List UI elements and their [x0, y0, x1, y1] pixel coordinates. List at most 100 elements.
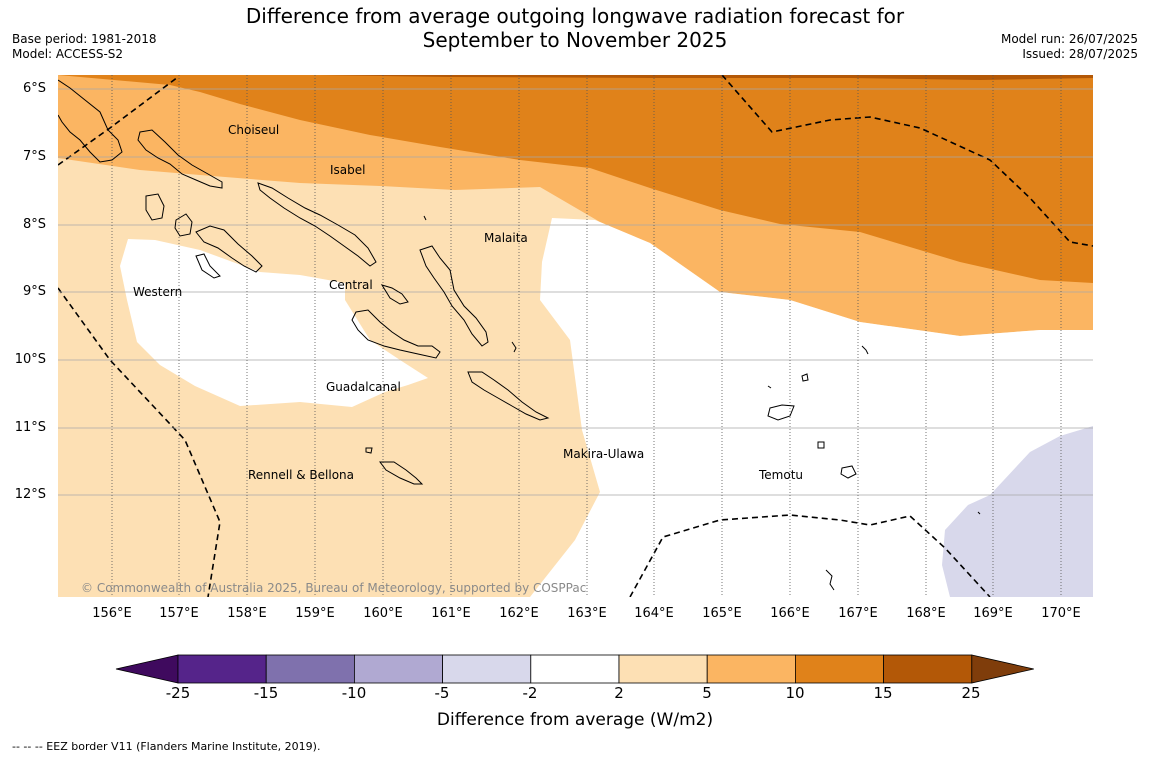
colorbar-tick: 5 — [702, 684, 712, 702]
chart-title: Difference from average outgoing longwav… — [180, 4, 970, 52]
lon-label: 158°E — [227, 606, 267, 621]
new-georgia-coast — [145, 193, 165, 221]
grid-lines-lon — [111, 75, 1062, 597]
vella-lavella-coast — [195, 225, 263, 273]
lat-label: 11°S — [14, 420, 46, 435]
eez-border-south — [629, 514, 991, 597]
copyright-notice: © Commonwealth of Australia 2025, Bureau… — [81, 581, 587, 595]
colorbar-segment — [265, 654, 355, 684]
lat-label: 10°S — [14, 352, 46, 367]
issued-date: Issued: 28/07/2025 — [1022, 47, 1138, 61]
lon-label: 166°E — [770, 606, 810, 621]
vanikoro-coast — [840, 465, 857, 479]
model-name: Model: ACCESS-S2 — [12, 47, 124, 61]
isabel-coast — [257, 182, 377, 267]
colorbar-segment — [353, 654, 443, 684]
map-area — [58, 75, 1093, 597]
province-label-guadalcanal: Guadalcanal — [326, 380, 401, 394]
colorbar-tick: 25 — [961, 684, 981, 702]
model-info: Base period: 1981-2018 Model: ACCESS-S2 — [12, 32, 157, 62]
province-label-western: Western — [133, 285, 183, 299]
eez-borders — [58, 75, 1093, 597]
eez-legend-note: -- -- -- EEZ border V11 (Flanders Marine… — [12, 740, 321, 753]
utupua-coast — [817, 441, 825, 449]
model-run-date: Model run: 26/07/2025 — [1000, 32, 1138, 46]
province-label-central: Central — [329, 278, 373, 292]
title-line-1: Difference from average outgoing longwav… — [245, 4, 905, 28]
lat-label: 6°S — [22, 81, 46, 96]
colorbar-label: Difference from average (W/m2) — [436, 710, 714, 730]
base-period: Base period: 1981-2018 — [12, 32, 157, 46]
lat-label: 7°S — [22, 149, 46, 164]
colorbar-segment — [795, 654, 885, 684]
colorbar-tick: -5 — [434, 684, 450, 702]
colorbar-tick: -10 — [341, 684, 367, 702]
province-label-choiseul: Choiseul — [228, 123, 280, 137]
rennell-coast — [379, 461, 424, 485]
run-info: Model run: 26/07/2025 Issued: 28/07/2025 — [1001, 32, 1138, 62]
title-line-2: September to November 2025 — [422, 28, 728, 52]
anomaly-near-zero-east — [530, 218, 1093, 597]
colorbar-tick: 2 — [614, 684, 624, 702]
eez-border-png-west — [58, 287, 221, 597]
lon-label: 161°E — [431, 606, 471, 621]
guadalcanal-coast — [351, 309, 441, 359]
colorbar-tick: 15 — [873, 684, 893, 702]
colorbar-tick: -25 — [165, 684, 191, 702]
lon-label: 159°E — [295, 606, 335, 621]
florida-islands-coast — [380, 284, 409, 305]
anomaly-band-neg2-to-neg5 — [942, 426, 1093, 597]
sikaiana-coast — [511, 341, 517, 353]
tikopia-islet-coast — [767, 385, 772, 389]
eez-border-png-north — [58, 76, 179, 166]
malaita-coast — [419, 245, 489, 347]
anomaly-near-zero-west — [120, 239, 428, 407]
kolombangara-coast — [174, 213, 193, 237]
lon-label: 170°E — [1041, 606, 1081, 621]
lon-label: 167°E — [838, 606, 878, 621]
anomaly-band-10-to-15 — [58, 75, 1093, 283]
lon-label: 168°E — [906, 606, 946, 621]
bougainville-coast — [58, 79, 123, 163]
coastlines — [58, 79, 981, 591]
colorbar-segment — [530, 654, 620, 684]
bellona-coast — [365, 447, 373, 454]
lon-label: 156°E — [92, 606, 132, 621]
colorbar-tick: -2 — [522, 684, 538, 702]
lon-label: 164°E — [634, 606, 674, 621]
colorbar-segment — [442, 654, 532, 684]
rendova-coast — [195, 253, 221, 279]
colorbar-extend-low — [115, 654, 179, 684]
lon-label: 165°E — [702, 606, 742, 621]
ontong-java-coast — [423, 215, 427, 221]
colorbar-extend-high — [971, 654, 1034, 684]
colorbar-segment — [706, 654, 796, 684]
lon-label: 160°E — [363, 606, 403, 621]
province-label-makira-ulawa: Makira-Ulawa — [563, 447, 645, 461]
grid-lines-lat — [58, 88, 1093, 496]
lon-label: 169°E — [973, 606, 1013, 621]
province-label-isabel: Isabel — [330, 163, 366, 177]
makira-coast — [467, 371, 550, 421]
anomaly-band-15-to-25 — [320, 75, 1093, 80]
lon-label: 162°E — [499, 606, 539, 621]
province-label-rennell-bellona: Rennell & Bellona — [248, 468, 355, 482]
colorbar-segment — [618, 654, 708, 684]
colorbar-tick: -15 — [253, 684, 279, 702]
tikopia-coast — [825, 569, 835, 591]
lat-label: 12°S — [14, 487, 46, 502]
choiseul-coast — [137, 129, 223, 189]
anuta-coast — [977, 511, 981, 515]
colorbar-tick: 10 — [785, 684, 805, 702]
colorbar — [115, 654, 1034, 684]
lat-label: 8°S — [22, 217, 46, 232]
graticule — [58, 75, 1093, 597]
santa-cruz-coast — [767, 404, 795, 421]
colorbar-segment — [177, 654, 267, 684]
lat-label: 9°S — [22, 284, 46, 299]
colorbar-segment — [883, 654, 973, 684]
lon-label: 163°E — [567, 606, 607, 621]
lon-label: 157°E — [159, 606, 199, 621]
duff-islands-coast — [861, 345, 869, 355]
